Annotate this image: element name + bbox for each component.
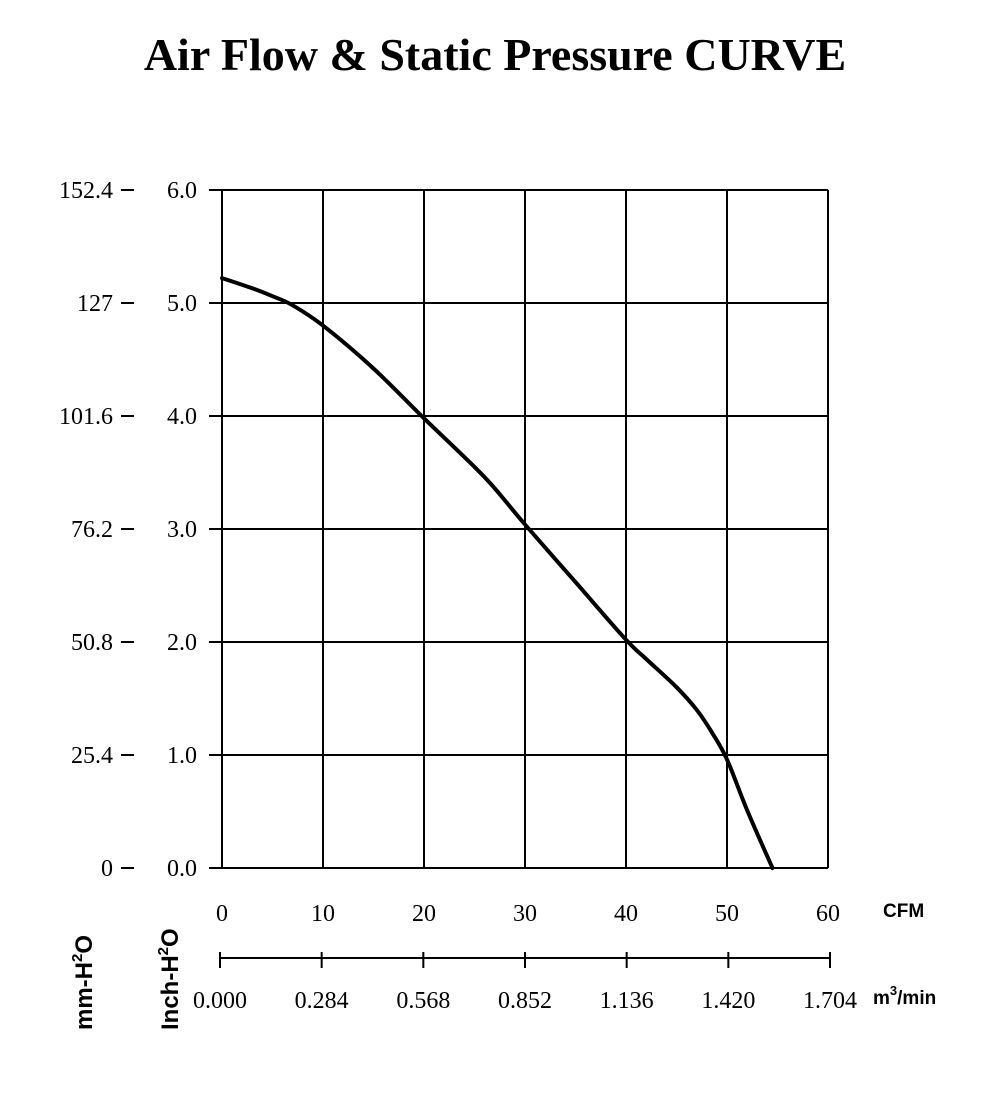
y-tick-label-mm: 0 bbox=[101, 856, 113, 882]
y-ticks-inch: 0.0 1.0 2.0 3.0 4.0 5.0 6.0 bbox=[167, 178, 222, 882]
y-tick-label-inch: 0.0 bbox=[167, 856, 197, 882]
y-tick-label-mm: 50.8 bbox=[71, 630, 113, 656]
x-axis-m3min bbox=[219, 952, 831, 968]
x-tick-label-cfm: 20 bbox=[412, 901, 436, 927]
x-tick-label-m3min: 0.284 bbox=[295, 988, 349, 1014]
grid bbox=[221, 189, 829, 869]
pressure-curve-line bbox=[220, 276, 775, 870]
x-tick-label-m3min: 1.420 bbox=[701, 988, 755, 1014]
chart-title: Air Flow & Static Pressure CURVE bbox=[143, 29, 847, 80]
x-unit-m3min: m3/min bbox=[873, 983, 936, 1009]
x-tick-label-m3min: 0.000 bbox=[193, 988, 247, 1014]
y-tick-label-mm: 76.2 bbox=[71, 517, 113, 543]
y-tick-label-inch: 4.0 bbox=[167, 404, 197, 430]
x-tick-label-m3min: 0.852 bbox=[498, 988, 552, 1014]
y-tick-label-mm: 127 bbox=[77, 291, 113, 317]
x-tick-label-cfm: 30 bbox=[513, 901, 537, 927]
y-axis-title-inch: Inch-H2O bbox=[155, 928, 184, 1030]
y-tick-label-mm: 25.4 bbox=[71, 743, 113, 769]
x-ticks-m3min: 0.000 0.284 0.568 0.852 1.136 1.420 1.704 bbox=[193, 988, 857, 1014]
x-tick-label-cfm: 0 bbox=[216, 901, 228, 927]
y-ticks-mm: 0 25.4 50.8 76.2 101.6 127 152.4 bbox=[59, 178, 134, 882]
x-tick-label-cfm: 50 bbox=[715, 901, 739, 927]
y-tick-label-inch: 2.0 bbox=[167, 630, 197, 656]
y-tick-label-inch: 6.0 bbox=[167, 178, 197, 204]
y-tick-label-inch: 5.0 bbox=[167, 291, 197, 317]
y-axis-title-mm: mm-H2O bbox=[69, 935, 98, 1030]
y-tick-label-mm: 101.6 bbox=[59, 404, 113, 430]
y-tick-label-inch: 1.0 bbox=[167, 743, 197, 769]
x-tick-label-m3min: 1.704 bbox=[803, 988, 857, 1014]
x-tick-label-cfm: 10 bbox=[311, 901, 335, 927]
x-tick-label-cfm: 40 bbox=[614, 901, 638, 927]
x-tick-label-m3min: 0.568 bbox=[396, 988, 450, 1014]
x-tick-label-cfm: 60 bbox=[816, 901, 840, 927]
y-tick-label-inch: 3.0 bbox=[167, 517, 197, 543]
x-ticks-cfm: 0 10 20 30 40 50 60 bbox=[216, 901, 840, 927]
curve-layer bbox=[220, 276, 775, 870]
x-tick-label-m3min: 1.136 bbox=[600, 988, 654, 1014]
y-tick-label-mm: 152.4 bbox=[59, 178, 113, 204]
x-unit-cfm: CFM bbox=[883, 901, 924, 922]
